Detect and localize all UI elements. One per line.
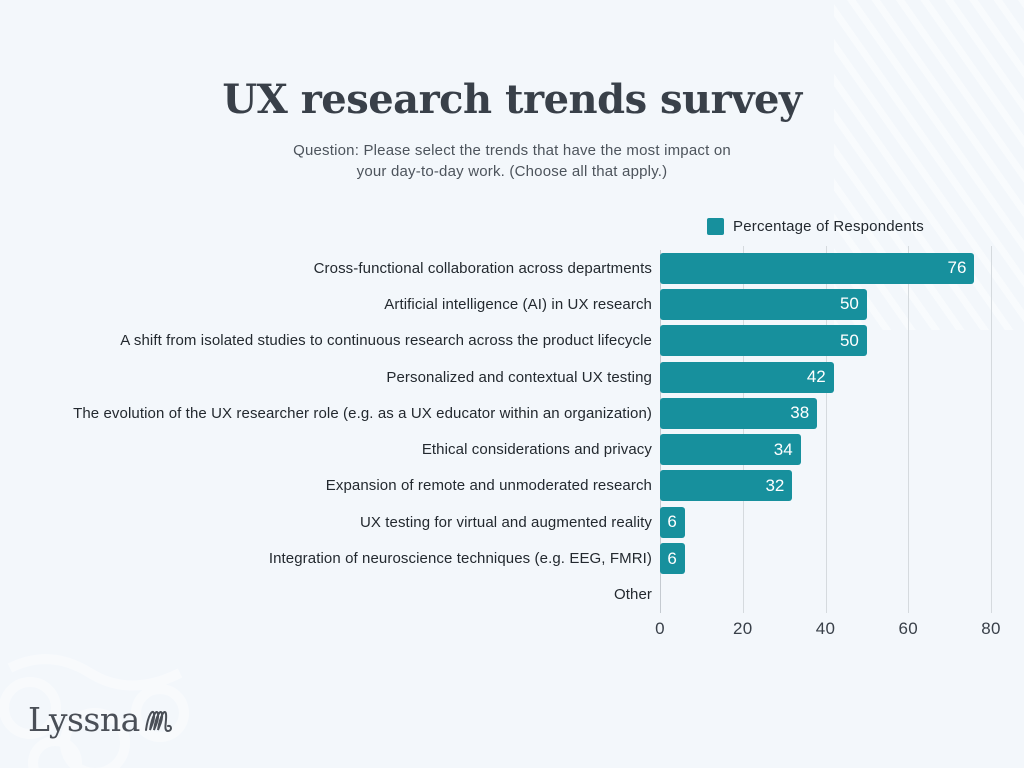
- subtitle-line-2: your day-to-day work. (Choose all that a…: [356, 163, 668, 180]
- bar-value-label: 6: [667, 548, 677, 568]
- chart-legend: Percentage of Respondents: [707, 218, 924, 235]
- logo-squiggle-icon: [144, 710, 172, 733]
- plot-area: 76 50 50 42 38 34 32 6 6: [660, 246, 992, 613]
- bar-row: 42: [660, 359, 991, 395]
- bar: 50: [660, 288, 867, 320]
- category-label: UX testing for virtual and augmented rea…: [359, 513, 652, 531]
- bar-row: 34: [660, 431, 991, 467]
- x-tick-label: 0: [655, 619, 665, 638]
- x-tick-label: 60: [898, 619, 919, 638]
- bar-row: 50: [660, 323, 991, 359]
- lyssna-logo: Lyssna: [28, 700, 178, 739]
- category-label: Integration of neuroscience techniques (…: [268, 550, 652, 568]
- subtitle-line-1: Question: Please select the trends that …: [293, 142, 731, 159]
- bar-chart: Cross-functional collaboration across de…: [0, 246, 1024, 613]
- bar-value-label: 50: [839, 330, 859, 350]
- category-labels-column: Cross-functional collaboration across de…: [0, 250, 652, 613]
- bar-row: 76: [660, 250, 991, 286]
- bar-value-label: 76: [947, 258, 967, 278]
- bar: 34: [660, 434, 801, 466]
- bar-value-label: 34: [773, 439, 793, 459]
- legend-swatch-icon: [707, 218, 724, 235]
- bar-row: 38: [660, 395, 991, 431]
- logo-wordmark: Lyssna: [28, 700, 140, 739]
- gridline: [825, 246, 827, 613]
- bar: 42: [660, 361, 834, 393]
- y-axis-line: [660, 250, 661, 613]
- bar-row: [660, 577, 991, 613]
- category-label: Other: [613, 586, 652, 604]
- bar-value-label: 38: [790, 403, 810, 423]
- category-label: Ethical considerations and privacy: [421, 441, 652, 459]
- bar-value-label: 50: [839, 294, 859, 314]
- bar-row: 32: [660, 468, 991, 504]
- bar: 6: [660, 506, 685, 538]
- x-tick-label: 40: [815, 619, 836, 638]
- bar: 50: [660, 325, 867, 357]
- category-label: The evolution of the UX researcher role …: [73, 404, 652, 422]
- bar: 6: [660, 543, 685, 575]
- x-tick-label: 80: [981, 619, 1001, 638]
- bar-value-label: 6: [667, 512, 677, 532]
- survey-question-subtitle: Question: Please select the trends that …: [0, 140, 1024, 182]
- x-axis: 0 20 40 60 80: [655, 617, 1000, 643]
- bar-value-label: 42: [806, 367, 826, 387]
- category-label: Artificial intelligence (AI) in UX resea…: [384, 295, 652, 313]
- x-tick-label: 20: [732, 619, 753, 638]
- gridline: [991, 246, 992, 613]
- category-label: Cross-functional collaboration across de…: [313, 259, 652, 277]
- bar: 32: [660, 470, 793, 502]
- gridline: [908, 246, 910, 613]
- bar: 38: [660, 397, 818, 429]
- legend-label: Percentage of Respondents: [733, 218, 924, 235]
- gridline: [742, 246, 744, 613]
- category-label: A shift from isolated studies to continu…: [120, 332, 652, 350]
- bar-value-label: 32: [765, 475, 785, 495]
- category-label: Personalized and contextual UX testing: [386, 368, 652, 386]
- bar-row: 6: [660, 540, 991, 576]
- category-label: Expansion of remote and unmoderated rese…: [325, 477, 652, 495]
- bar-row: 50: [660, 286, 991, 322]
- page-title: UX research trends survey: [222, 76, 802, 123]
- bar-row: 6: [660, 504, 991, 540]
- bar: 76: [660, 252, 975, 284]
